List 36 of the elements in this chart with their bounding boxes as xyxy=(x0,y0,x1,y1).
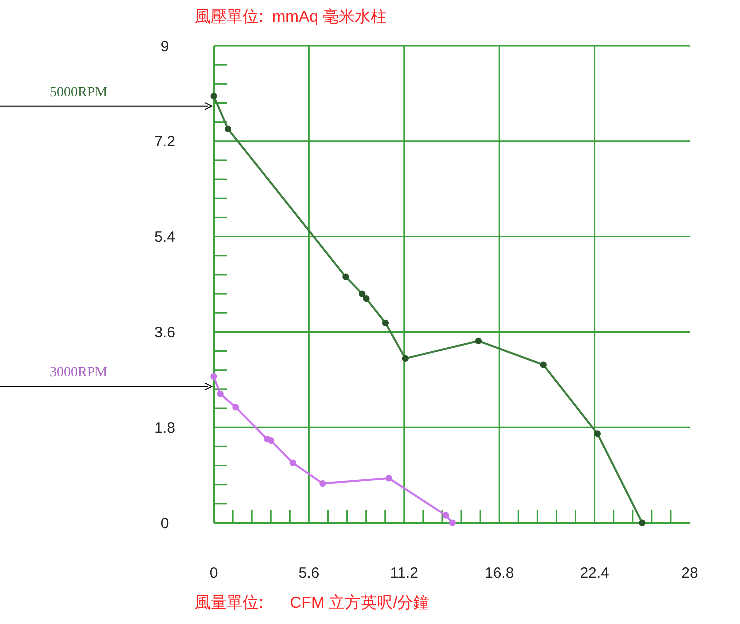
point xyxy=(639,520,646,526)
y-tick-label: 0 xyxy=(160,515,170,532)
point xyxy=(382,320,389,326)
point xyxy=(475,338,482,345)
point xyxy=(210,373,218,380)
point xyxy=(268,438,275,444)
point xyxy=(594,430,601,438)
y-axis-title: 風壓單位: mmAq 毫米水柱 xyxy=(195,8,388,26)
point xyxy=(217,390,224,398)
x-tick-label: 11.2 xyxy=(390,565,418,582)
point xyxy=(232,404,240,411)
point xyxy=(320,480,326,488)
text: 5000RPM xyxy=(50,85,108,100)
x-tick-label: 28 xyxy=(682,565,698,582)
text: 3000RPM xyxy=(50,366,108,381)
point xyxy=(442,512,450,519)
point xyxy=(290,460,296,466)
x-tick-label: 16.8 xyxy=(485,565,514,582)
point xyxy=(342,274,350,280)
point xyxy=(363,296,370,302)
y-tick-label: 3.6 xyxy=(154,324,176,342)
point xyxy=(359,290,366,298)
point xyxy=(402,355,409,362)
point xyxy=(540,362,547,368)
x-axis-title: 風量單位: CFM 立方英呎/分鐘 xyxy=(195,594,430,612)
y-tick-label: 9 xyxy=(160,38,170,56)
point xyxy=(224,126,232,133)
x-tick-label: 22.4 xyxy=(580,565,610,582)
x-tick-label: 5.6 xyxy=(298,565,320,582)
y-tick-label: 5.4 xyxy=(154,229,176,246)
y-tick-label: 1.8 xyxy=(154,420,176,437)
x-tick-label: 0 xyxy=(210,565,218,582)
point xyxy=(386,475,392,482)
point xyxy=(449,520,456,526)
y-tick-label: 7.2 xyxy=(154,134,176,151)
point xyxy=(210,93,218,100)
